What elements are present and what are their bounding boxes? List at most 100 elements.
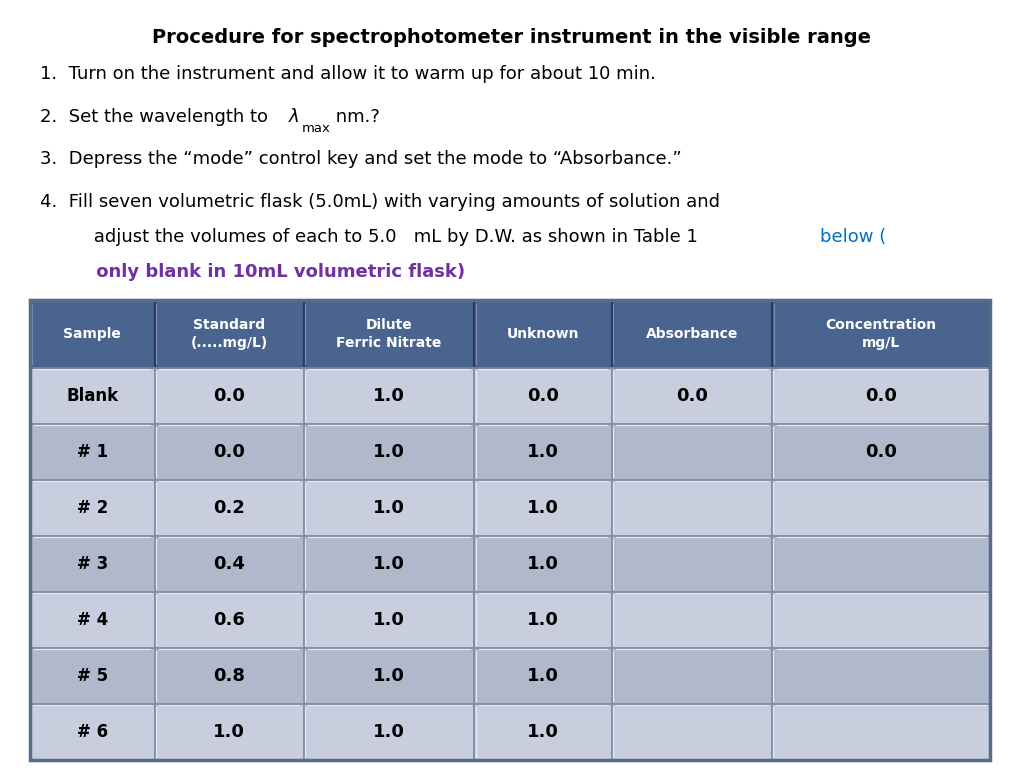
Bar bbox=[611, 648, 772, 704]
Bar bbox=[155, 648, 303, 704]
Bar bbox=[30, 704, 155, 760]
Bar bbox=[30, 592, 155, 648]
Text: 1.0: 1.0 bbox=[213, 723, 245, 741]
Bar bbox=[155, 592, 303, 648]
Bar bbox=[772, 424, 990, 480]
Bar bbox=[772, 368, 990, 424]
Text: 1.0: 1.0 bbox=[373, 611, 404, 629]
Bar bbox=[474, 300, 611, 368]
Bar bbox=[155, 300, 303, 368]
Bar bbox=[611, 704, 772, 760]
Text: 0.0: 0.0 bbox=[676, 387, 708, 405]
Bar bbox=[30, 648, 155, 704]
Bar bbox=[611, 480, 772, 536]
Text: 4.  Fill seven volumetric flask (5.0mL) with varying amounts of solution and: 4. Fill seven volumetric flask (5.0mL) w… bbox=[40, 193, 720, 211]
Text: 0.0: 0.0 bbox=[213, 387, 245, 405]
Bar bbox=[303, 536, 474, 592]
Bar bbox=[303, 424, 474, 480]
Bar bbox=[30, 300, 155, 368]
Bar bbox=[303, 480, 474, 536]
Bar bbox=[155, 480, 303, 536]
Bar bbox=[30, 480, 155, 536]
Bar bbox=[474, 368, 611, 424]
Bar bbox=[474, 536, 611, 592]
Bar bbox=[611, 424, 772, 480]
Bar bbox=[155, 704, 303, 760]
Bar bbox=[474, 648, 611, 704]
Text: # 6: # 6 bbox=[77, 723, 108, 741]
Bar bbox=[30, 300, 990, 760]
Text: 0.8: 0.8 bbox=[213, 667, 245, 685]
Bar bbox=[474, 704, 611, 760]
Text: max: max bbox=[302, 122, 331, 135]
Text: 1.0: 1.0 bbox=[373, 443, 404, 461]
Bar bbox=[30, 424, 155, 480]
Text: 0.4: 0.4 bbox=[213, 555, 245, 573]
Bar bbox=[155, 536, 303, 592]
Bar bbox=[474, 592, 611, 648]
Bar bbox=[772, 424, 990, 480]
Bar bbox=[155, 300, 303, 368]
Bar bbox=[303, 480, 474, 536]
Bar bbox=[155, 368, 303, 424]
Bar bbox=[155, 480, 303, 536]
Text: Concentration
mg/L: Concentration mg/L bbox=[825, 319, 937, 349]
Bar bbox=[303, 424, 474, 480]
Text: 1.0: 1.0 bbox=[373, 667, 404, 685]
Bar bbox=[155, 368, 303, 424]
Bar bbox=[772, 704, 990, 760]
Text: # 3: # 3 bbox=[77, 555, 108, 573]
Text: $\lambda$: $\lambda$ bbox=[288, 108, 300, 126]
Bar bbox=[303, 368, 474, 424]
Bar bbox=[474, 368, 611, 424]
Bar bbox=[30, 704, 155, 760]
Text: 0.0: 0.0 bbox=[213, 443, 245, 461]
Bar bbox=[303, 592, 474, 648]
Text: adjust the volumes of each to 5.0   mL by D.W. as shown in Table 1: adjust the volumes of each to 5.0 mL by … bbox=[65, 228, 703, 246]
Bar bbox=[772, 648, 990, 704]
Bar bbox=[611, 704, 772, 760]
Bar bbox=[30, 368, 155, 424]
Bar bbox=[155, 592, 303, 648]
Bar bbox=[611, 592, 772, 648]
Text: # 4: # 4 bbox=[77, 611, 108, 629]
Bar bbox=[474, 480, 611, 536]
Text: Dilute
Ferric Nitrate: Dilute Ferric Nitrate bbox=[336, 319, 441, 349]
Bar bbox=[611, 480, 772, 536]
Text: 2.  Set the wavelength to: 2. Set the wavelength to bbox=[40, 108, 273, 126]
Bar bbox=[30, 424, 155, 480]
Text: Blank: Blank bbox=[67, 387, 119, 405]
Bar bbox=[772, 648, 990, 704]
Bar bbox=[611, 368, 772, 424]
Bar bbox=[303, 704, 474, 760]
Text: 1.0: 1.0 bbox=[527, 667, 559, 685]
Bar bbox=[611, 592, 772, 648]
Text: 1.0: 1.0 bbox=[527, 555, 559, 573]
Bar bbox=[30, 300, 155, 368]
Text: Standard
(.....mg/L): Standard (.....mg/L) bbox=[190, 319, 268, 349]
Text: 1.0: 1.0 bbox=[373, 723, 404, 741]
Bar bbox=[611, 536, 772, 592]
Bar bbox=[772, 536, 990, 592]
Bar bbox=[474, 480, 611, 536]
Bar bbox=[303, 300, 474, 368]
Text: 0.0: 0.0 bbox=[865, 443, 897, 461]
Text: Sample: Sample bbox=[63, 327, 121, 341]
Bar bbox=[474, 536, 611, 592]
Text: 1.0: 1.0 bbox=[527, 611, 559, 629]
Bar bbox=[772, 704, 990, 760]
Bar bbox=[30, 536, 155, 592]
Bar bbox=[30, 648, 155, 704]
Text: # 5: # 5 bbox=[77, 667, 108, 685]
Text: 0.0: 0.0 bbox=[865, 387, 897, 405]
Bar bbox=[772, 536, 990, 592]
Bar bbox=[474, 592, 611, 648]
Text: only blank in 10mL volumetric flask): only blank in 10mL volumetric flask) bbox=[65, 263, 465, 281]
Text: 0.6: 0.6 bbox=[213, 611, 245, 629]
Text: 0.2: 0.2 bbox=[213, 499, 245, 517]
Bar bbox=[611, 536, 772, 592]
Text: 1.0: 1.0 bbox=[373, 555, 404, 573]
Bar bbox=[303, 592, 474, 648]
Text: 0.0: 0.0 bbox=[527, 387, 559, 405]
Bar bbox=[474, 424, 611, 480]
